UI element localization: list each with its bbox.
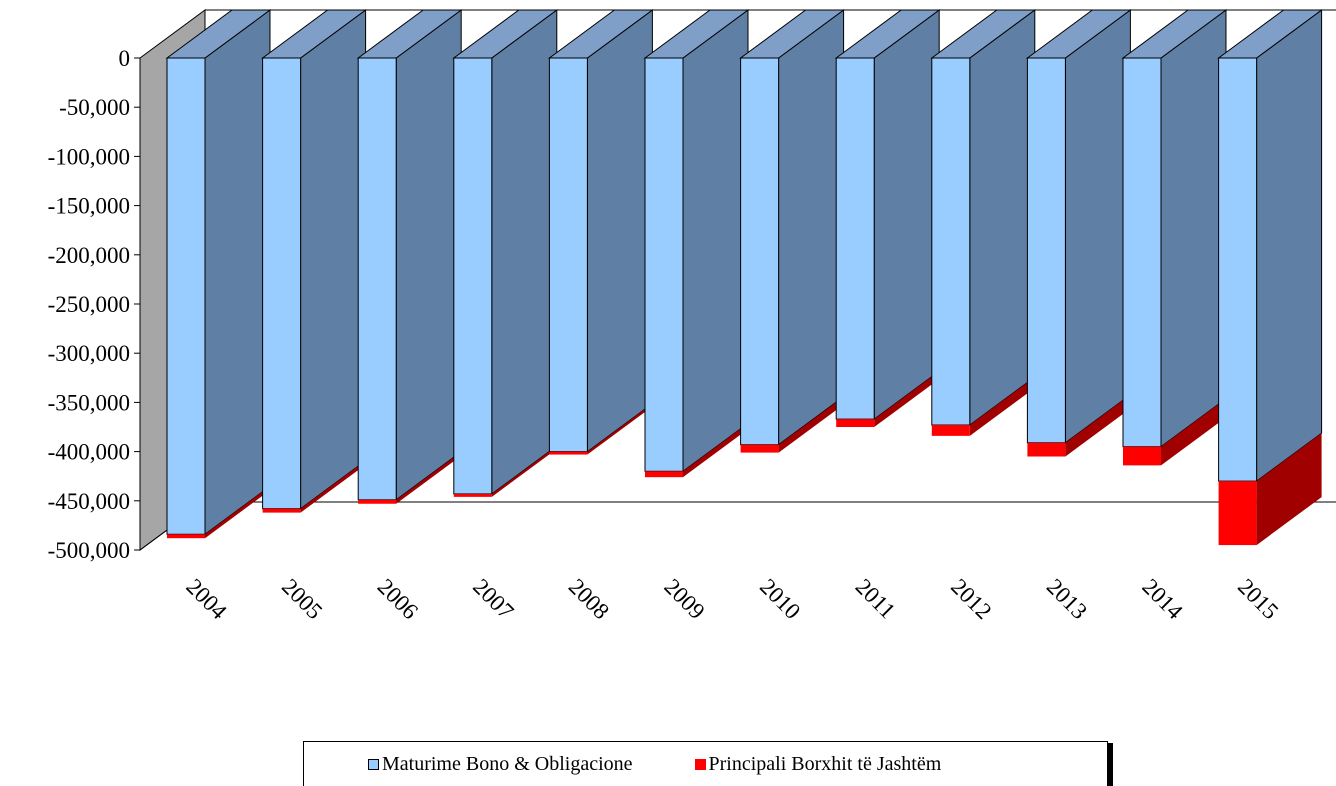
bar-side-principali [205, 486, 270, 539]
bar-side-principali [396, 451, 462, 504]
bars [165, 9, 1324, 546]
legend-label-series-2: Principali Borxhit të Jashtëm [708, 752, 942, 775]
bar-principali [1218, 481, 1257, 546]
y-tick-label: -400,000 [48, 440, 130, 465]
legend-swatch-series-1 [368, 758, 379, 770]
y-tick-label: -500,000 [48, 538, 130, 563]
bar-side-maturime [1256, 9, 1323, 483]
bar-group-2010 [739, 9, 846, 453]
bar-maturime [644, 57, 684, 472]
bar-principali [453, 493, 492, 497]
bar-side-principali [1256, 433, 1322, 546]
x-tick-label: 2012 [946, 574, 996, 624]
bar-maturime [357, 57, 397, 501]
bar-group-2015 [1217, 9, 1324, 546]
bar-principali [931, 425, 970, 436]
legend-shadow [1108, 743, 1113, 786]
bar-side-maturime [778, 9, 845, 446]
legend-item-series-2: Principali Borxhit të Jashtëm [694, 752, 942, 776]
x-tick-label: 2005 [277, 574, 327, 624]
bar-principali [1027, 442, 1066, 457]
legend: Maturime Bono & Obligacione Principali B… [303, 741, 1108, 786]
bar-maturime [453, 57, 493, 495]
bar-side-principali [683, 423, 748, 478]
bar-group-2005 [261, 9, 368, 513]
bar-maturime [1122, 57, 1162, 448]
floor-edge [139, 501, 1336, 551]
bar-principali [645, 471, 683, 478]
bar-side-principali [587, 403, 653, 455]
y-tick-label: -50,000 [59, 95, 130, 120]
bar-group-2011 [834, 9, 941, 427]
bar-group-2007 [452, 9, 559, 497]
bar-group-2004 [165, 9, 272, 539]
bar-side-maturime [395, 9, 462, 501]
y-tick-label: 0 [119, 46, 131, 71]
x-tick-label: 2009 [659, 574, 709, 624]
legend-label-series-1: Maturime Bono & Obligacione [382, 752, 633, 775]
y-tick-label: -200,000 [48, 243, 130, 268]
bar-maturime [1218, 57, 1258, 482]
bar-principali [262, 508, 301, 513]
bar-maturime [835, 57, 875, 420]
bar-side-maturime [204, 9, 271, 536]
x-tick-label: 2004 [181, 574, 232, 625]
y-tick-label: -300,000 [48, 341, 130, 366]
bar-principali [1123, 446, 1161, 466]
bar-principali [740, 444, 779, 453]
bar-maturime [262, 57, 302, 510]
bar-side-maturime [1160, 9, 1227, 448]
bar-side-maturime [873, 9, 940, 421]
stacked-3d-bar-chart: 0 -50,000 -100,000 -150,000 -200,000 -250,000… [48, 9, 1336, 625]
bar-side-principali [1161, 398, 1226, 466]
y-tick-label: -150,000 [48, 194, 130, 219]
x-tick-label: 2010 [755, 574, 805, 624]
y-tick-label: -350,000 [48, 390, 130, 415]
bar-side-maturime [969, 9, 1036, 427]
x-axis: 2004 2005 2006 2007 2008 2009 2010 2011 2012 2013… [181, 574, 1283, 625]
bar-group-2012 [930, 9, 1037, 436]
bar-side-principali [778, 396, 844, 453]
y-tick-label: -450,000 [48, 489, 130, 514]
bar-maturime [740, 57, 780, 446]
bar-side-principali [491, 445, 557, 497]
bar-maturime [166, 57, 206, 535]
bar-maturime [1026, 57, 1066, 444]
bar-principali [836, 419, 875, 427]
bar-side-principali [1065, 394, 1131, 457]
bar-group-2009 [643, 9, 750, 478]
y-tick-label: -100,000 [48, 144, 130, 169]
bar-side-principali [969, 377, 1035, 436]
bar-principali [167, 534, 205, 539]
x-tick-label: 2011 [851, 574, 901, 624]
bar-side-maturime [491, 9, 558, 495]
bar-group-2008 [547, 9, 654, 455]
bar-principali [549, 451, 588, 455]
bar-side-principali [874, 371, 940, 427]
bar-side-principali [300, 460, 366, 513]
bar-side-maturime [586, 9, 653, 453]
bar-maturime [548, 57, 588, 453]
bar-side-maturime [682, 9, 749, 473]
legend-item-series-1: Maturime Bono & Obligacione [368, 753, 633, 776]
x-tick-label: 2008 [564, 574, 614, 624]
x-tick-label: 2015 [1233, 574, 1283, 624]
y-tick-label: -250,000 [48, 292, 130, 317]
x-tick-label: 2007 [468, 574, 518, 624]
bar-maturime [931, 57, 971, 426]
y-axis: 0 -50,000 -100,000 -150,000 -200,000 -250,000… [48, 46, 141, 563]
bar-side-maturime [300, 9, 367, 510]
legend-swatch-series-2 [694, 758, 706, 770]
bar-group-2013 [1025, 9, 1132, 457]
bar-group-2006 [356, 9, 463, 504]
bar-group-2014 [1121, 9, 1228, 466]
x-tick-label: 2006 [373, 574, 423, 624]
x-tick-label: 2014 [1137, 574, 1188, 625]
bar-side-maturime [1064, 9, 1131, 444]
x-tick-label: 2013 [1042, 574, 1092, 624]
bar-principali [358, 499, 397, 504]
